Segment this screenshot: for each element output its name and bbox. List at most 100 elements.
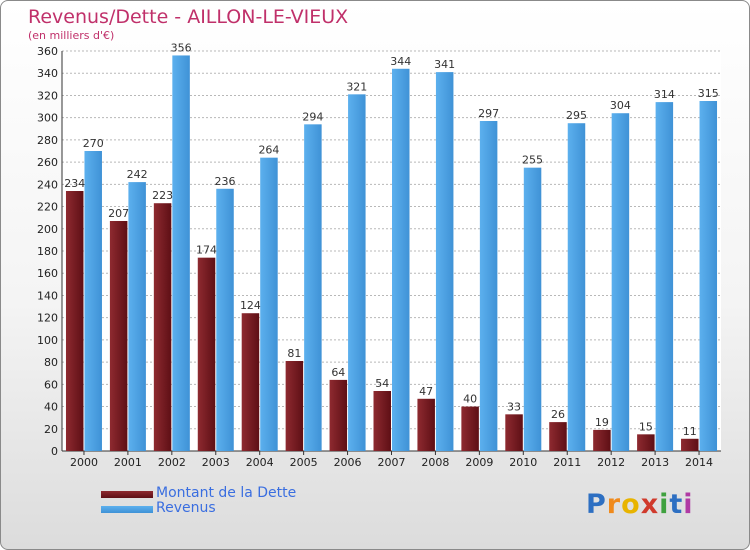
data-label-revenus-2003: 236: [215, 175, 236, 188]
y-tick-label: 360: [37, 45, 58, 58]
data-label-revenus-2000: 270: [83, 137, 104, 150]
data-label-revenus-2014: 315: [698, 87, 719, 100]
logo-letter: i: [659, 489, 670, 520]
bar-revenus-2013: [655, 102, 674, 451]
bar-dette-2011: [549, 422, 567, 451]
x-tick-label: 2012: [597, 456, 625, 469]
data-label-dette-2002: 223: [152, 189, 173, 202]
x-tick-label: 2003: [202, 456, 230, 469]
bar-revenus-2004: [260, 157, 278, 451]
x-tick-label: 2001: [114, 456, 142, 469]
bar-revenus-2007: [392, 68, 410, 452]
bar-revenus-2008: [435, 72, 454, 451]
bar-revenus-2001: [128, 182, 146, 451]
legend-swatch-revenus: [101, 506, 153, 513]
data-label-dette-2005: 81: [287, 347, 301, 360]
bar-dette-2014: [681, 438, 699, 451]
bar-revenus-2005: [304, 124, 322, 451]
y-tick-label: 300: [37, 112, 58, 125]
y-tick-label: 180: [37, 245, 58, 258]
bar-revenus-2012: [611, 113, 630, 451]
x-tick-label: 2010: [509, 456, 537, 469]
x-tick-label: 2006: [334, 456, 362, 469]
bar-dette-2013: [637, 434, 655, 451]
data-label-dette-2008: 47: [419, 385, 433, 398]
proxiti-logo: Proxiti: [586, 489, 694, 520]
bar-dette-2006: [329, 379, 348, 451]
y-tick-label: 100: [37, 334, 58, 347]
y-tick-label: 120: [37, 312, 58, 325]
legend-label-revenus: Revenus: [156, 500, 216, 516]
bar-dette-2007: [373, 391, 391, 451]
x-tick-label: 2013: [641, 456, 669, 469]
bar-revenus-2011: [567, 123, 586, 451]
data-label-dette-2003: 174: [196, 244, 217, 257]
bar-revenus-2014: [699, 101, 718, 451]
data-label-dette-2007: 54: [375, 377, 389, 390]
data-label-revenus-2005: 294: [302, 110, 323, 123]
y-tick-label: 340: [37, 67, 58, 80]
logo-letter: P: [586, 489, 607, 520]
bar-dette-2012: [593, 429, 611, 451]
chart-title: Revenus/Dette - AILLON-LE-VIEUX: [28, 6, 349, 28]
bar-dette-2002: [153, 203, 172, 451]
x-tick-label: 2011: [553, 456, 581, 469]
bar-dette-2008: [417, 398, 435, 451]
data-label-dette-2006: 64: [331, 366, 345, 379]
y-tick-label: 320: [37, 89, 58, 102]
x-tick-label: 2000: [70, 456, 98, 469]
y-tick-label: 140: [37, 289, 58, 302]
bar-revenus-2010: [523, 167, 542, 451]
data-label-dette-2000: 234: [64, 177, 85, 190]
y-tick-label: 260: [37, 156, 58, 169]
data-label-revenus-2013: 314: [654, 88, 675, 101]
data-label-revenus-2002: 356: [171, 41, 192, 54]
data-label-dette-2010: 33: [507, 400, 521, 413]
bar-dette-2001: [109, 221, 128, 451]
x-tick-label: 2007: [378, 456, 406, 469]
x-tick-label: 2005: [290, 456, 318, 469]
data-label-dette-2012: 19: [595, 416, 609, 429]
data-label-revenus-2010: 255: [522, 154, 543, 167]
bar-dette-2004: [241, 313, 260, 451]
data-label-revenus-2007: 344: [390, 55, 411, 68]
x-tick-label: 2002: [158, 456, 186, 469]
y-tick-label: 60: [44, 378, 58, 391]
x-tick-label: 2014: [685, 456, 713, 469]
data-label-dette-2011: 26: [551, 408, 565, 421]
bar-dette-2005: [285, 361, 304, 451]
legend-label-dette: Montant de la Dette: [156, 485, 297, 501]
bar-revenus-2002: [172, 55, 190, 451]
data-label-revenus-2012: 304: [610, 99, 631, 112]
bar-dette-2010: [505, 414, 523, 451]
data-label-revenus-2011: 295: [566, 109, 587, 122]
y-tick-label: 240: [37, 178, 58, 191]
y-tick-label: 0: [51, 445, 58, 458]
data-label-revenus-2004: 264: [258, 144, 279, 157]
data-label-revenus-2001: 242: [127, 168, 148, 181]
x-tick-label: 2004: [246, 456, 274, 469]
y-tick-label: 200: [37, 223, 58, 236]
bar-dette-2000: [65, 191, 84, 451]
logo-letter: r: [606, 489, 622, 520]
legend-swatch-dette: [101, 491, 153, 498]
data-label-dette-2004: 124: [240, 299, 261, 312]
x-tick-label: 2008: [421, 456, 449, 469]
y-tick-label: 220: [37, 201, 58, 214]
bar-dette-2003: [197, 257, 216, 451]
data-label-dette-2013: 15: [639, 420, 653, 433]
bar-dette-2009: [461, 406, 479, 451]
data-label-revenus-2009: 297: [478, 107, 499, 120]
bar-revenus-2000: [84, 151, 102, 451]
data-label-revenus-2008: 341: [434, 58, 455, 71]
logo-letter: o: [621, 489, 641, 520]
data-label-dette-2014: 11: [683, 425, 697, 438]
logo-letter: t: [669, 489, 684, 520]
bar-revenus-2006: [348, 94, 366, 451]
data-label-revenus-2006: 321: [346, 80, 367, 93]
logo-letter: x: [640, 489, 660, 520]
data-label-dette-2001: 207: [108, 207, 129, 220]
bar-revenus-2003: [216, 188, 234, 451]
